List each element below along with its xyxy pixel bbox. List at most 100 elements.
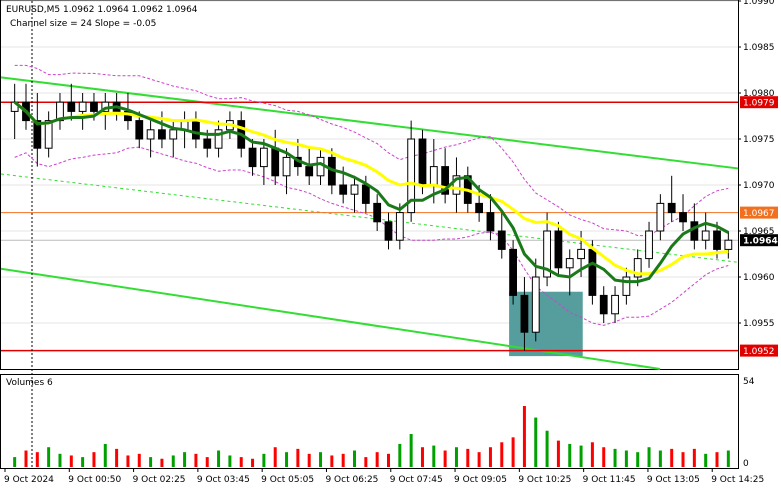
volume-bar xyxy=(92,452,96,467)
volume-bar xyxy=(726,450,730,467)
channel-info: Channel size = 24 Slope = -0.05 xyxy=(10,19,156,29)
time-tick-label: 9 Oct 03:45 xyxy=(197,475,250,485)
grid xyxy=(1,0,738,324)
volume-bars xyxy=(13,406,730,467)
price-tag-label: 1.0964 xyxy=(743,237,778,247)
volume-bar xyxy=(500,442,504,467)
volume-bar xyxy=(704,453,708,467)
candle-body xyxy=(384,221,393,241)
volume-bar xyxy=(217,450,221,467)
volume-bar xyxy=(613,448,617,467)
candle-body xyxy=(350,184,359,195)
price-tag-bg xyxy=(740,344,778,357)
candle-body xyxy=(633,258,642,278)
volume-bar xyxy=(466,448,470,467)
price-tag-bg xyxy=(740,96,778,109)
candle xyxy=(373,194,382,231)
time-tick-label: 9 Oct 05:05 xyxy=(261,475,314,485)
candle-body xyxy=(271,147,280,177)
candle xyxy=(192,111,200,149)
candle-body xyxy=(599,294,608,315)
candle-body xyxy=(645,230,653,260)
price-tag-label: 1.0979 xyxy=(743,99,775,109)
candle xyxy=(622,267,631,305)
candle xyxy=(509,240,517,305)
candle xyxy=(259,139,268,185)
volume-bar xyxy=(624,450,628,467)
candle xyxy=(656,194,665,241)
volume-bar xyxy=(375,452,379,467)
volume-bar xyxy=(47,447,51,467)
channel-lower-line xyxy=(0,267,661,370)
candle xyxy=(407,120,416,222)
price-levels xyxy=(1,1,738,468)
volume-bar xyxy=(454,447,458,467)
candle xyxy=(384,212,393,250)
candle xyxy=(44,111,53,158)
volume-bar xyxy=(364,457,368,467)
volume-bar xyxy=(149,457,153,467)
candle-body xyxy=(282,156,291,177)
volume-bar xyxy=(205,457,209,467)
candle-body xyxy=(339,184,348,195)
candle xyxy=(543,212,551,287)
volume-bar xyxy=(692,448,696,467)
candle xyxy=(486,194,495,241)
time-tick-label: 9 Oct 10:25 xyxy=(518,475,571,485)
envelope-bands xyxy=(14,64,729,326)
price-tick-label: 1.0955 xyxy=(743,319,775,329)
candle xyxy=(701,212,710,250)
candle-body xyxy=(146,129,155,140)
candle-body xyxy=(543,230,551,278)
candle xyxy=(67,83,76,121)
time-axis: 9 Oct 2024 9 Oct 00:50 9 Oct 02:25 9 Oct 03… xyxy=(4,468,764,485)
time-tick-label: 9 Oct 11:45 xyxy=(583,475,636,485)
volume-bar xyxy=(103,443,107,467)
volume-bar xyxy=(24,450,28,467)
price-tag-label: 1.0952 xyxy=(743,347,775,357)
candle xyxy=(497,212,506,259)
volume-bar xyxy=(285,452,289,467)
volume-bar xyxy=(545,430,549,467)
volume-bar xyxy=(511,437,515,467)
candle xyxy=(282,148,291,195)
candle-body xyxy=(577,248,585,260)
candle-body xyxy=(44,120,53,149)
candle-body xyxy=(656,202,665,232)
regression-channel xyxy=(0,76,739,370)
candle-body xyxy=(135,120,144,140)
candle-body xyxy=(520,294,529,333)
price-tag-bg xyxy=(740,206,778,219)
highlight-box xyxy=(509,291,583,357)
candle-body xyxy=(475,202,484,214)
candle-body xyxy=(554,230,563,269)
volume-bar xyxy=(115,448,119,467)
candle-body xyxy=(407,138,416,214)
candle xyxy=(520,277,529,351)
time-tick-label: 9 Oct 06:25 xyxy=(325,475,378,485)
volume-bar xyxy=(35,452,39,467)
candle-body xyxy=(713,230,721,250)
volume-bar xyxy=(353,450,357,467)
volume-bar xyxy=(296,448,300,467)
volume-bar xyxy=(636,452,640,467)
volume-bar xyxy=(602,447,606,467)
price-tick-label: 1.0980 xyxy=(743,89,775,99)
volume-bar xyxy=(273,447,277,467)
fast-ma-line xyxy=(13,101,730,284)
candle-body xyxy=(429,166,438,186)
candle xyxy=(350,175,359,213)
candle-body xyxy=(486,212,495,232)
price-tick-label: 1.0985 xyxy=(743,43,775,53)
candle-body xyxy=(33,120,42,149)
volume-bar xyxy=(81,457,85,467)
candle xyxy=(679,194,687,231)
candle-body xyxy=(441,166,450,195)
volume-bar xyxy=(307,453,311,467)
candle xyxy=(724,231,733,259)
time-tick-label: 9 Oct 09:05 xyxy=(454,475,507,485)
volume-panel-frame xyxy=(0,374,739,469)
price-tick-label: 1.0960 xyxy=(743,273,775,283)
